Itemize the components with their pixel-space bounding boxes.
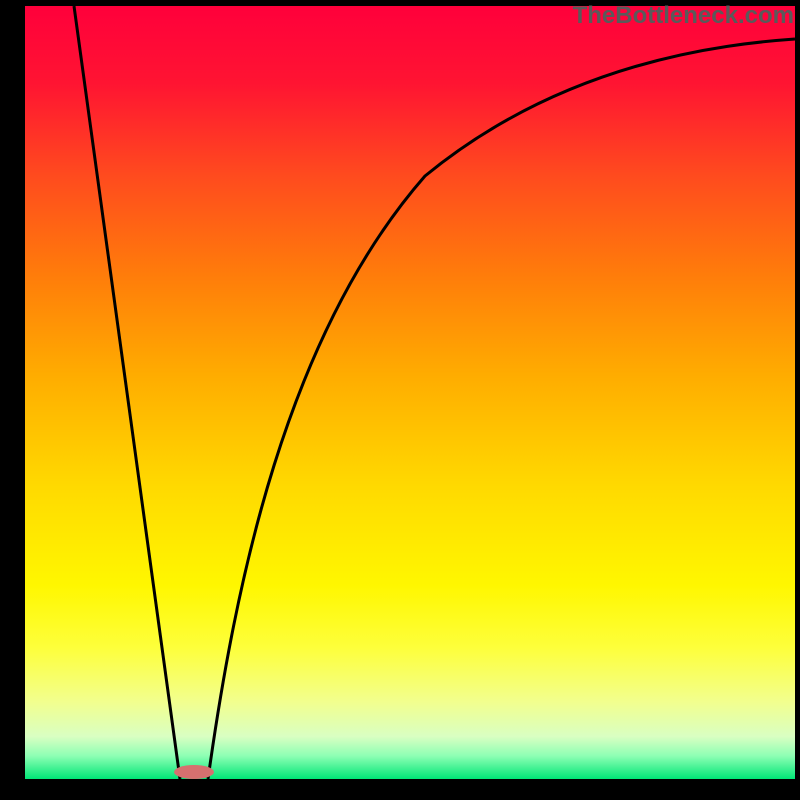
chart-root: TheBottleneck.com — [0, 0, 800, 800]
plot-area — [25, 6, 795, 779]
right-ascending-curve — [208, 39, 795, 779]
left-descending-line — [74, 6, 180, 779]
valley-marker — [174, 765, 214, 779]
watermark-text: TheBottleneck.com — [573, 2, 794, 30]
curves-svg — [25, 6, 795, 779]
